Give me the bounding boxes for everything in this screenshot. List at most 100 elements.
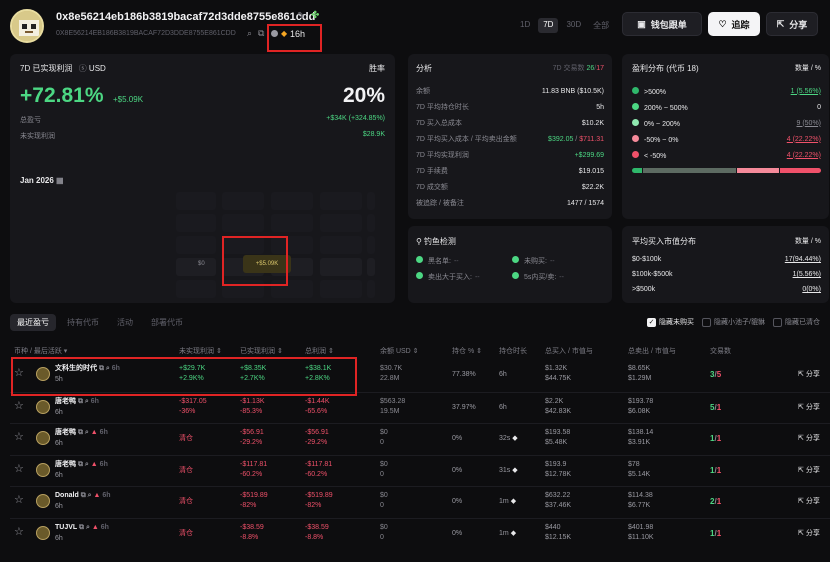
mcap-row-value[interactable]: 1(5.56%) [792,271,821,278]
total-buy: $193.58 $5.48K [545,429,571,446]
clock-icon: ◆ [281,29,288,38]
star-icon[interactable]: ☆ [14,462,24,475]
emoji-icon: ✤ [311,10,320,21]
table-row[interactable]: ☆ 文科生的时代 ⧉ ⌕ 6h 5h +$29.7K +2.9K% +$8.35K +2.7… [10,360,830,390]
star-icon[interactable]: ☆ [14,399,24,412]
copy-icon[interactable]: ⧉ [258,28,265,38]
col-holding[interactable]: 持仓 % ⇕ [452,348,482,355]
row-share-button[interactable]: ⇱ 分享 [798,435,820,442]
row-share-button[interactable]: ⇱ 分享 [798,498,820,505]
token-name[interactable]: 唐老鸭 ⧉ ⌕ ▲ 6h [55,460,108,468]
distribution-row-value[interactable]: 9 (50%) [796,119,821,127]
table-row[interactable]: ☆ Donald ⧉ ⌕ ▲ 6h 6h 清仓 -$519.89 -82% -$519.89… [10,486,830,516]
distribution-row-label: >500% [632,86,666,96]
filters: ✓ 隐藏未购买 隐藏小池子/貔貅 隐藏已清仓 [647,317,820,327]
row-share-button[interactable]: ⇱ 分享 [798,529,820,537]
filter-hide-small-pools[interactable]: 隐藏小池子/貔貅 [702,317,765,327]
token-name[interactable]: 文科生的时代 ⧉ ⌕ 6h [55,365,120,372]
token-name[interactable]: Donald ⧉ ⌕ ▲ 6h [55,492,111,499]
col-buy[interactable]: 总买入 / 市值与 [545,348,593,355]
track-button[interactable]: ♡ 追踪 [708,12,760,36]
tab-7d[interactable]: 7D [538,18,559,33]
unrealized-cleared: 清仓 [179,498,193,505]
token-name[interactable]: TUJVL ⧉ ⌕ ▲ 6h [55,523,109,531]
last-active: 6h [55,534,63,542]
balance: $30.7K 22.8M [380,365,403,382]
star-icon[interactable]: ☆ [14,431,24,443]
col-duration[interactable]: 持仓时长 [499,348,527,355]
pnl-title: 7D 已实现利润 ⓢ USD [20,64,106,73]
col-unrealized[interactable]: 未实现利润 ⇕ [179,348,222,355]
star-icon[interactable]: ☆ [14,494,24,506]
tab-1d[interactable]: 1D [520,20,531,29]
col-token[interactable]: 币种 / 最后活跃 ▾ [14,348,68,355]
row-share-button[interactable]: ⇱ 分享 [798,466,820,474]
analysis-row-label: 7D 平均买入成本 / 平均卖出金额 [416,136,517,143]
share-button[interactable]: ⇱ 分享 [766,12,818,36]
total-sell: $193.78 $6.08K [628,397,654,415]
token-name[interactable]: 唐老鸭 ⧉ ⌕ ▲ 6h [55,429,108,436]
row-share-button[interactable]: ⇱ 分享 [798,403,820,411]
mcap-row-value[interactable]: 0(0%) [802,286,821,293]
table-row[interactable]: ☆ 唐老鸭 ⧉ ⌕ 6h 6h -$317.05 -36% -$1.13K -85.3% -$… [10,391,830,422]
star-icon[interactable]: ☆ [14,525,24,538]
wallet-copy-button[interactable]: ▣ 钱包跟单 [622,12,702,36]
calendar-cell [176,258,216,276]
token-name[interactable]: 唐老鸭 ⧉ ⌕ 6h [55,397,99,405]
hold-duration: 1m ◆ [499,498,517,505]
filter-hide-unbought[interactable]: ✓ 隐藏未购买 [647,317,694,327]
search-icon[interactable]: ⌕ [247,28,253,38]
token-avatar [36,431,50,445]
table-row[interactable]: ☆ TUJVL ⧉ ⌕ ▲ 6h 6h 清仓 -$38.59 -8.8% -$38.59 -8… [10,517,830,548]
col-realized[interactable]: 已实现利润 ⇕ [240,348,283,355]
heart-icon: ♡ [718,18,727,29]
unrealized-value: $28.9K [362,131,385,138]
token-avatar [36,367,50,381]
age-highlight [267,24,322,52]
tab-30d[interactable]: 30D [566,20,582,29]
mcap-row-value[interactable]: 17(94.44%) [784,256,821,263]
tab-recent-pnl[interactable]: 最近盈亏 [10,314,56,331]
tab-deployed[interactable]: 部署代币 [151,318,183,327]
calendar-cell [320,258,362,276]
tab-all[interactable]: 全部 [593,21,610,30]
phishing-item: 黑名单: -- [416,256,459,266]
distribution-row-value[interactable]: 4 (22.22%) [786,135,821,143]
distribution-bar-segment [779,168,821,173]
filter-hide-cleared[interactable]: 隐藏已清仓 [772,317,820,327]
col-trades[interactable]: 交易数 [710,348,731,355]
dot-icon [632,118,639,126]
col-total[interactable]: 总利润 ⇕ [305,348,334,355]
distribution-row-value[interactable]: 0 [817,103,821,111]
holding-pct: 0% [452,435,463,442]
calendar-left-value: $0 [198,261,205,267]
distribution-row-value[interactable]: 4 (22.22%) [786,151,821,159]
row-share-button[interactable]: ⇱ 分享 [798,371,820,378]
total-pnl: +$38.1K +2.8K% [305,365,332,382]
winrate-value: 20% [342,84,385,107]
calendar-cell [271,192,313,210]
analysis-row-value: $19.015 [578,167,604,175]
share-icon: ⇱ [798,403,804,411]
col-sell[interactable]: 总卖出 / 市值与 [628,348,676,355]
analysis-row-value: $10.2K [581,119,604,127]
last-active: 6h [55,440,63,447]
star-icon[interactable]: ☆ [14,367,24,379]
distribution-bar-segment [632,168,643,173]
realized-pnl: -$519.89 -82% [240,492,268,509]
realized-pnl: -$38.59 -8.8% [240,523,264,541]
col-balance[interactable]: 余额 USD ⇕ [380,348,419,355]
calendar-month[interactable]: Jan 2026 ▦ [20,176,64,185]
table-row[interactable]: ☆ 唐老鸭 ⧉ ⌕ ▲ 6h 6h 清仓 -$56.91 -29.2% -$56.91 -29… [10,423,830,453]
tab-holdings[interactable]: 持有代币 [67,318,99,327]
calendar-cell [320,214,362,232]
analysis-row: 余额 11.83 BNB ($10.5K) [416,83,604,99]
tab-activity[interactable]: 活动 [117,318,133,327]
edit-icon[interactable]: ✎ [297,11,306,22]
analysis-row: 7D 手续费 $19.015 [416,163,604,179]
table-row[interactable]: ☆ 唐老鸭 ⧉ ⌕ ▲ 6h 6h 清仓 -$117.81 -60.2% -$117.81-… [10,454,830,485]
distribution-row-value[interactable]: 1 (5.56%) [790,87,821,95]
total-buy: $2.2K $42.83K [545,397,572,415]
total-pnl: -$519.89 -82% [305,492,333,509]
analysis-row: 7D 平均实现利润 +$299.69 [416,147,604,163]
